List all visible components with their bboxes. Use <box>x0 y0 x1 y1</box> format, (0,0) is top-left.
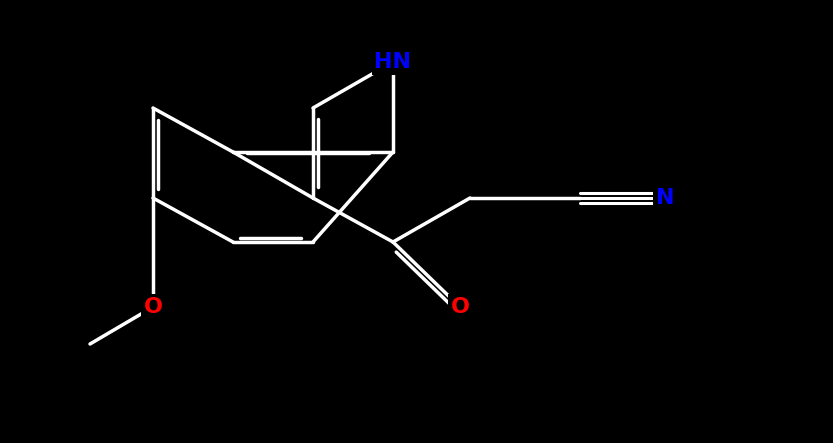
Text: N: N <box>656 188 674 208</box>
Text: O: O <box>451 297 470 317</box>
Text: O: O <box>143 297 162 317</box>
Text: HN: HN <box>375 52 412 72</box>
